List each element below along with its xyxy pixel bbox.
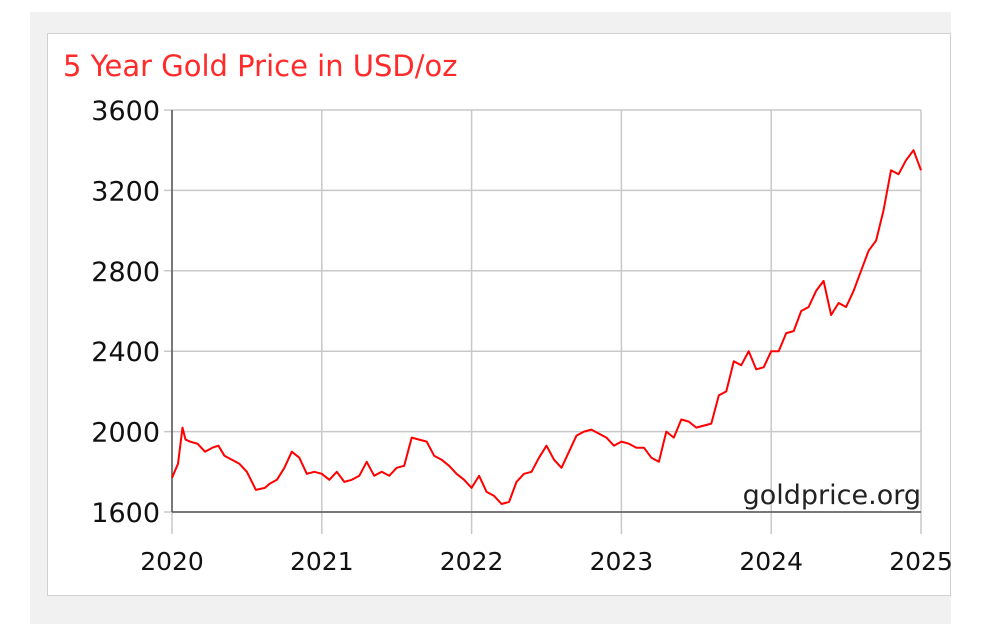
y-tick-label: 2000 [91, 418, 160, 449]
y-tick-label: 2800 [91, 257, 160, 288]
y-tick-label: 2400 [91, 337, 160, 368]
y-tick-label: 3200 [91, 176, 160, 207]
x-tick-label: 2023 [590, 547, 654, 576]
watermark: goldprice.org [743, 480, 921, 511]
x-tick-label: 2022 [440, 547, 504, 576]
y-tick-label: 1600 [91, 498, 160, 529]
x-tick-label: 2020 [140, 547, 204, 576]
x-tick-label: 2021 [290, 547, 354, 576]
x-tick-label: 2024 [739, 547, 803, 576]
price-line [171, 149, 922, 505]
chart-title: 5 Year Gold Price in USD/oz [63, 49, 458, 83]
y-axis-ticks: 1600 2000 2400 2800 3200 3600 [91, 96, 160, 529]
y-tick-label: 3600 [91, 96, 160, 127]
grid-lines [164, 109, 922, 534]
x-tick-label: 2025 [889, 547, 953, 576]
x-axis-ticks: 2020 2021 2022 2023 2024 2025 [140, 547, 953, 576]
